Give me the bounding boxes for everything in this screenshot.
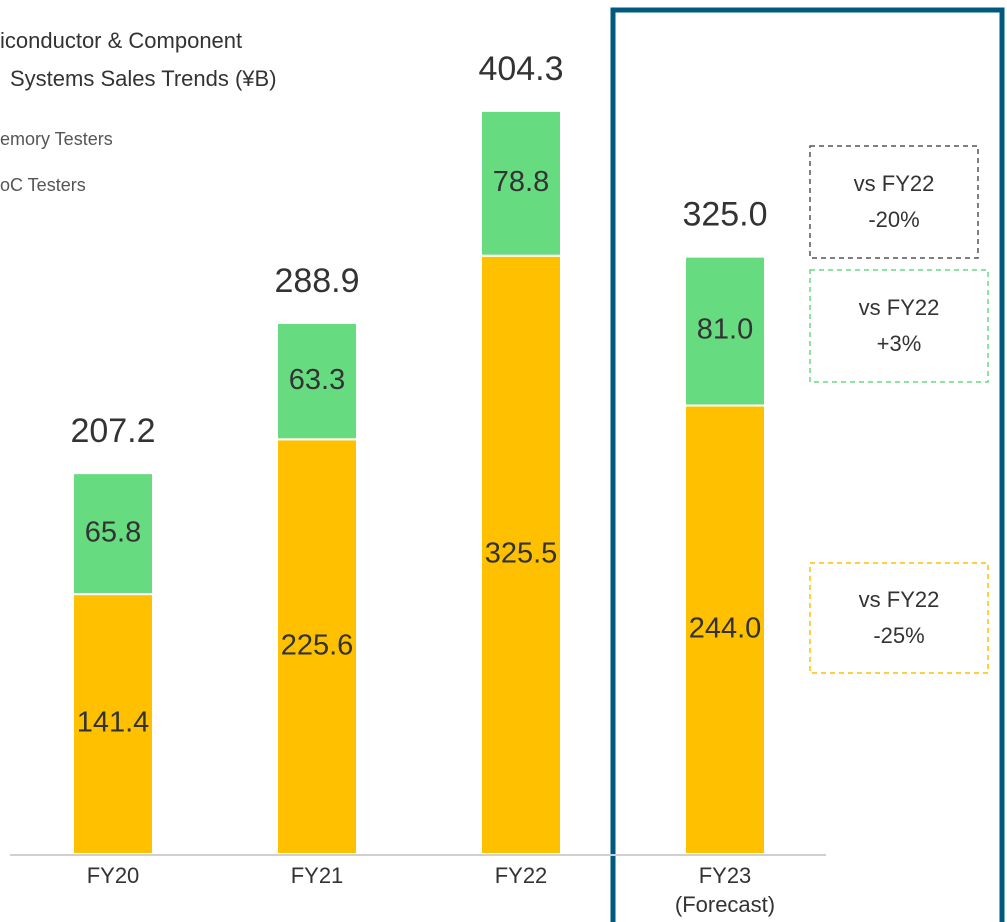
bar-segment: [480, 109, 562, 257]
annotation-box: [809, 145, 979, 259]
total-label: 325.0: [682, 196, 767, 234]
legend-label: emory Testers: [0, 129, 113, 149]
bar-segment: [72, 593, 154, 855]
annotation-text: -25%: [873, 623, 924, 648]
forecast-box: [610, 7, 1005, 922]
x-tick-label: FY22: [495, 863, 548, 888]
data-label: 325.5: [485, 538, 558, 570]
data-label: 65.8: [85, 516, 141, 548]
annotation-text: vs FY22: [859, 295, 940, 320]
data-label: 141.4: [77, 707, 150, 739]
x-tick-label: FY21: [291, 863, 344, 888]
chart-title: Systems Sales Trends (¥B): [10, 66, 277, 91]
total-label: 207.2: [70, 412, 155, 450]
legend-label: oC Testers: [0, 175, 86, 195]
data-label: 78.8: [493, 166, 549, 198]
total-label: 404.3: [478, 50, 563, 88]
annotation-text: +3%: [877, 331, 922, 356]
data-label: 244.0: [689, 612, 762, 644]
bar-segment: [72, 472, 154, 596]
chart-title: iconductor & Component: [0, 28, 242, 53]
annotation-text: vs FY22: [859, 587, 940, 612]
total-label: 288.9: [274, 262, 359, 300]
annotation-box: [809, 269, 989, 383]
data-label: 225.6: [281, 629, 354, 661]
bar-segment: [684, 255, 766, 407]
x-tick-label: FY23: [699, 863, 752, 888]
data-label: 63.3: [289, 364, 345, 396]
annotation-box: [809, 562, 989, 674]
bar-segment: [276, 321, 358, 441]
annotation-text: vs FY22: [854, 171, 935, 196]
annotation-text: -20%: [868, 207, 919, 232]
forecast-note: (Forecast): [675, 892, 775, 917]
x-tick-label: FY20: [87, 863, 140, 888]
data-label: 81.0: [697, 314, 753, 346]
